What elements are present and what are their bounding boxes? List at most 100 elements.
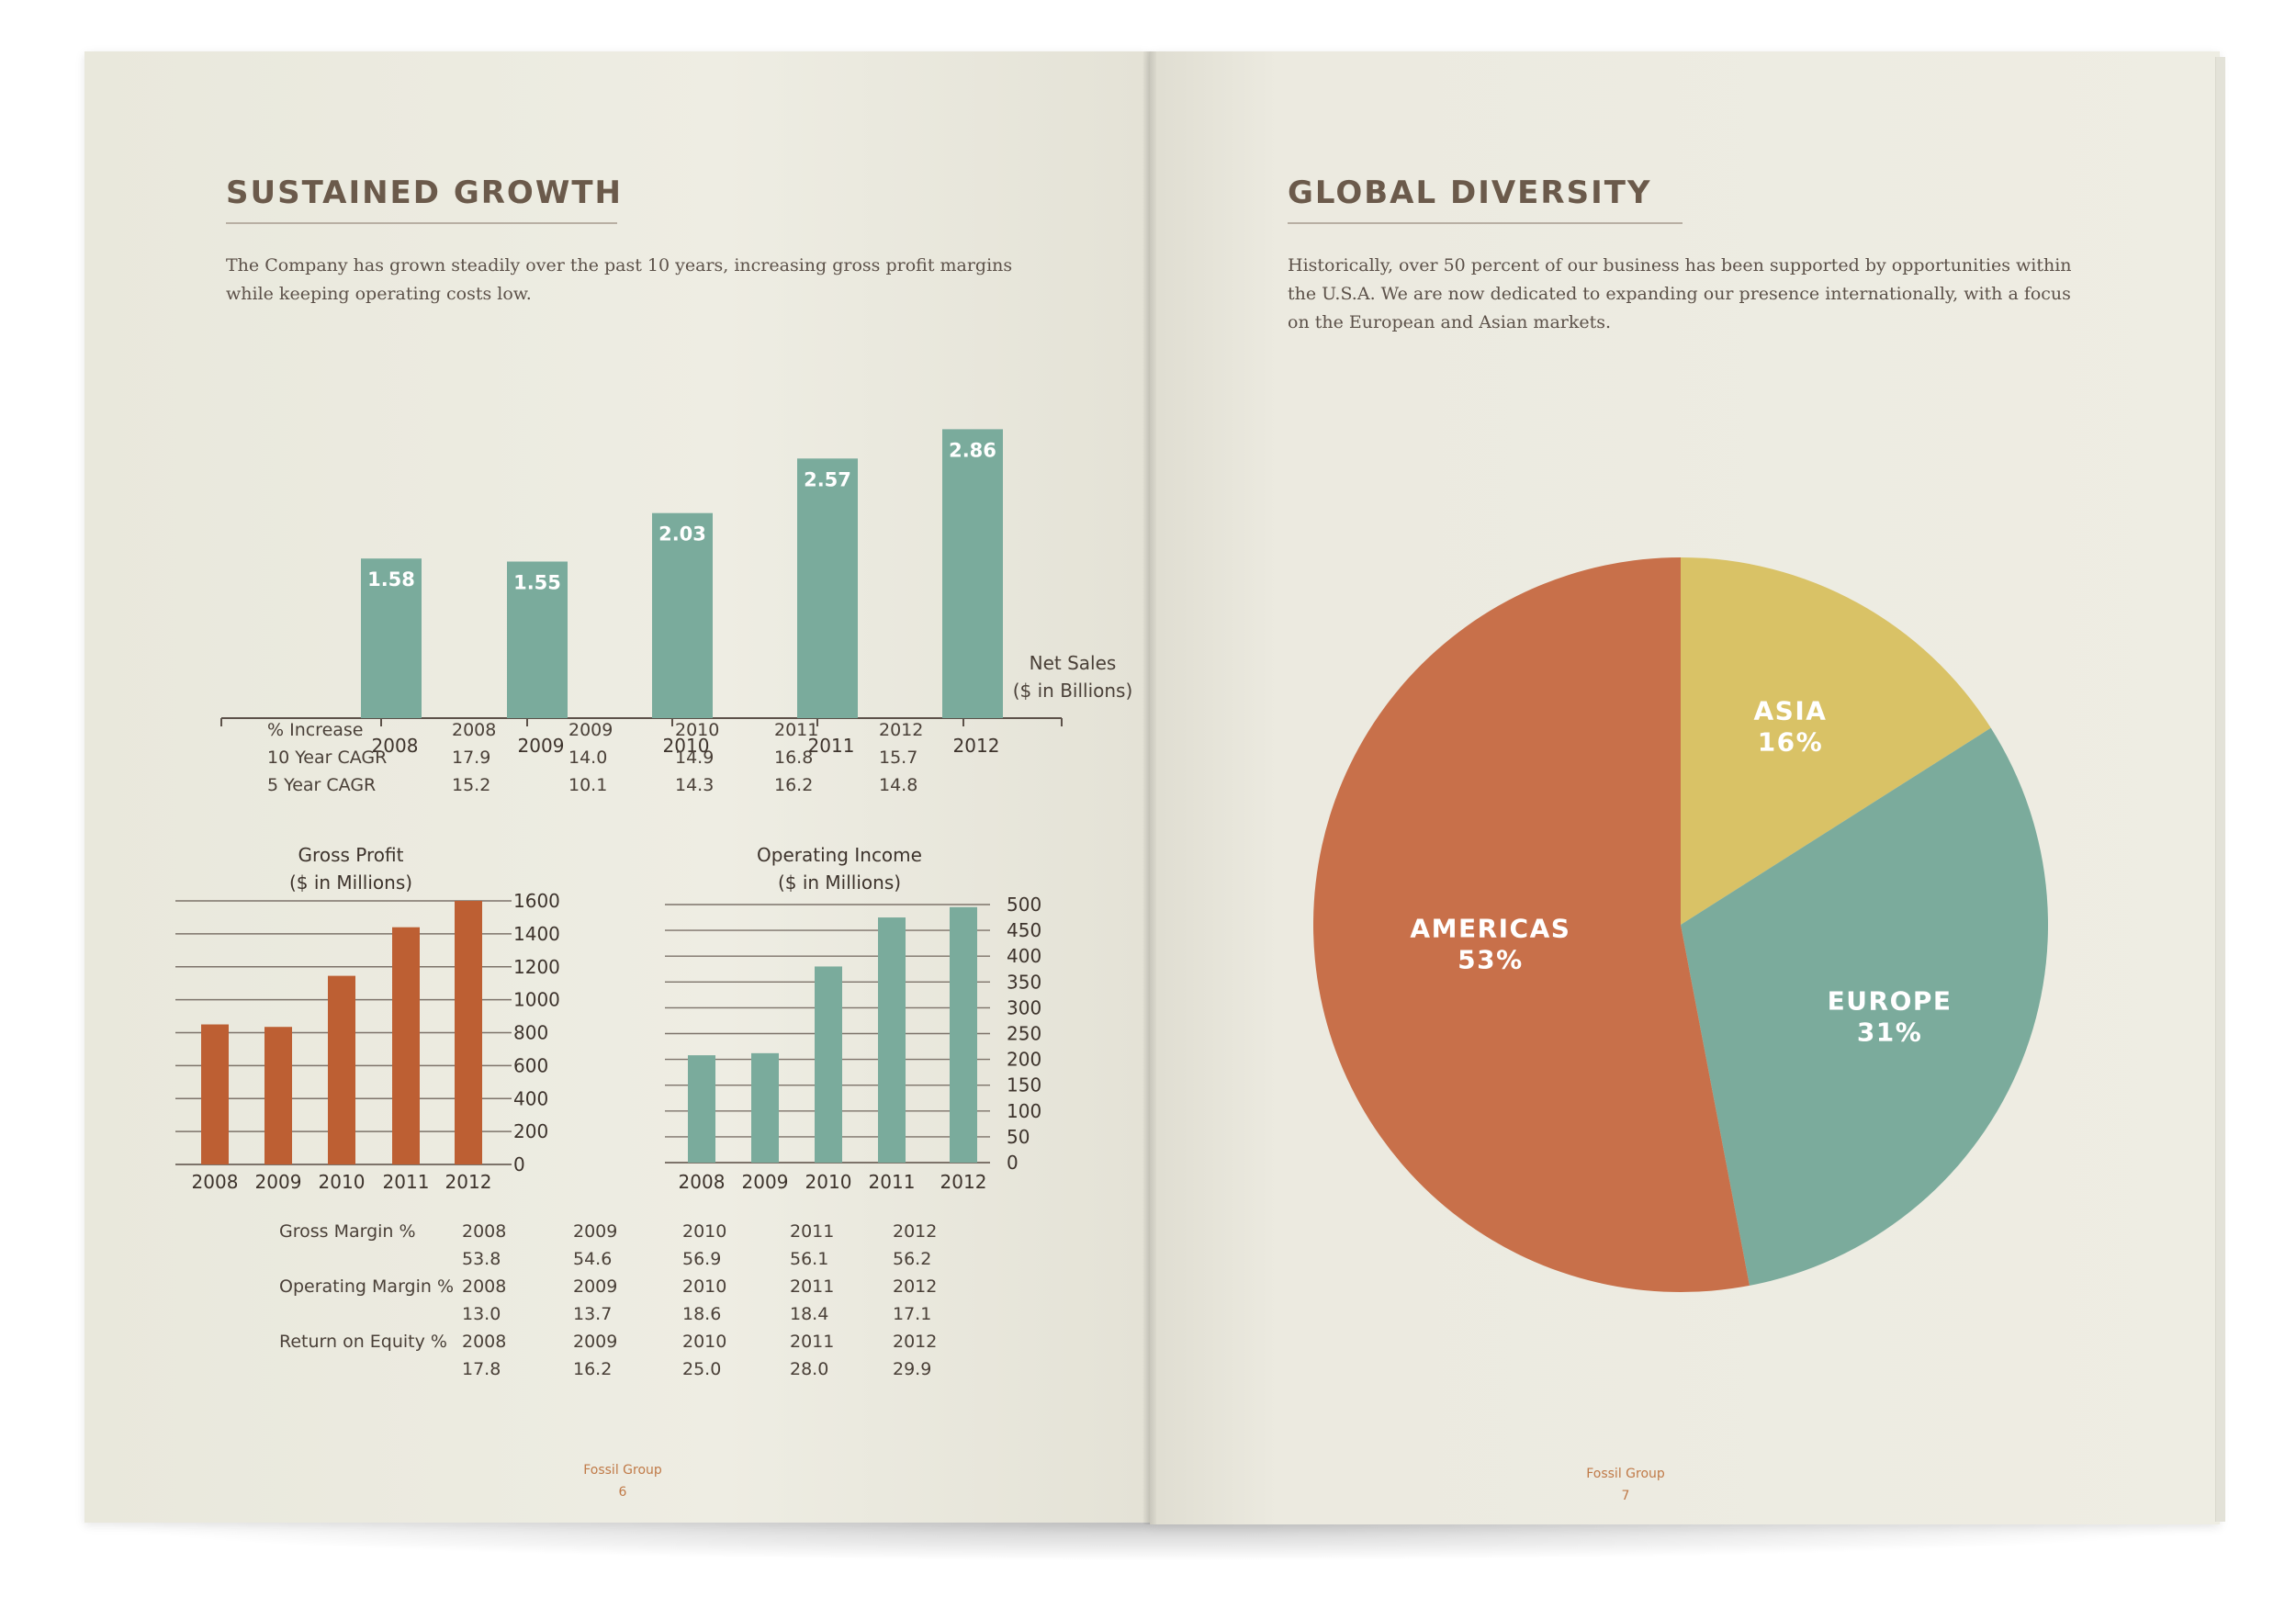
table-cell: 2011 <box>790 1276 835 1297</box>
intro-line: Historically, over 50 percent of our bus… <box>1288 255 2072 275</box>
table-cell: 16.8 <box>774 748 814 768</box>
table-cell: 10.1 <box>568 775 608 795</box>
table-row-label: Gross Margin % <box>279 1221 416 1242</box>
y-tick-label: 800 <box>513 1022 548 1044</box>
net-sales-bar <box>942 429 1003 718</box>
y-tick-label: 450 <box>1007 919 1041 941</box>
table-cell: 15.2 <box>452 775 491 795</box>
intro-line: The Company has grown steadily over the … <box>226 255 1013 275</box>
table-cell: 25.0 <box>682 1359 722 1379</box>
y-tick-label: 200 <box>1007 1049 1041 1071</box>
page-number: 6 <box>618 1485 627 1500</box>
y-tick-label: 100 <box>1007 1100 1041 1122</box>
category-label: 2009 <box>742 1171 789 1193</box>
category-label: 2008 <box>192 1171 239 1193</box>
table-cell: 2012 <box>893 1276 938 1297</box>
operating-income-bar <box>688 1055 715 1163</box>
table-cell: 17.1 <box>893 1304 932 1324</box>
table-cell: 15.7 <box>879 748 918 768</box>
net-sales-bar <box>361 558 422 718</box>
page-edge <box>2215 57 2225 1522</box>
table-cell: 2012 <box>893 1221 938 1242</box>
table-row-label: Operating Margin % <box>279 1276 455 1297</box>
y-tick-label: 1000 <box>513 989 560 1011</box>
table-cell: 17.8 <box>462 1359 501 1379</box>
table-row-label: Return on Equity % <box>279 1332 447 1352</box>
bar-value-label: 2.03 <box>658 523 706 545</box>
intro-text: Historically, over 50 percent of our bus… <box>1288 252 2072 337</box>
book-spine <box>1143 51 1156 1524</box>
net-sales-bar <box>652 512 713 718</box>
table-cell: 14.8 <box>879 775 918 795</box>
small-charts: Gross Profit ($ in Millions) 0 200 400 600 800… <box>175 844 1041 1193</box>
table-cell: 13.0 <box>462 1304 501 1324</box>
pie-slice-value: 31% <box>1857 1017 1923 1047</box>
y-tick-label: 200 <box>513 1120 548 1142</box>
y-tick-label: 600 <box>513 1054 548 1076</box>
gross-profit-bar <box>201 1024 229 1164</box>
table-header-label: % Increase <box>267 720 364 740</box>
table-cell: 2008 <box>462 1221 507 1242</box>
pie-slice-label: ASIA <box>1754 696 1828 726</box>
page-number: 7 <box>1621 1489 1630 1503</box>
category-label: 2012 <box>940 1171 987 1193</box>
intro-line: the U.S.A. We are now dedicated to expan… <box>1288 284 2071 304</box>
table-cell: 29.9 <box>893 1359 932 1379</box>
pie-slice <box>1681 557 1991 925</box>
chart-title: Operating Income <box>757 844 922 866</box>
table-cell: 56.9 <box>682 1249 722 1269</box>
net-sales-bar <box>507 561 568 718</box>
category-label: 2008 <box>679 1171 726 1193</box>
bar-value-label: 1.55 <box>513 572 561 594</box>
table-cell: 2010 <box>682 1276 727 1297</box>
pie-slice-label: AMERICAS <box>1410 914 1570 944</box>
table-cell: 16.2 <box>573 1359 613 1379</box>
table-cell: 2010 <box>682 1332 727 1352</box>
category-label: 2009 <box>255 1171 302 1193</box>
category-label: 2011 <box>808 735 855 757</box>
page-heading: GLOBAL DIVERSITY <box>1288 174 1652 211</box>
footer-brand: Fossil Group <box>1586 1467 1665 1481</box>
y-tick-label: 1400 <box>513 923 560 945</box>
category-label: 2010 <box>319 1171 366 1193</box>
table-cell: 28.0 <box>790 1359 829 1379</box>
table-cell: 17.9 <box>452 748 491 768</box>
bar-value-label: 1.58 <box>367 568 415 590</box>
table-header-year: 2010 <box>675 720 720 740</box>
pie-slice-value: 53% <box>1458 945 1524 975</box>
y-tick-label: 400 <box>513 1087 548 1109</box>
table-cell: 14.0 <box>568 748 608 768</box>
category-label: 2012 <box>953 735 1000 757</box>
bar-value-label: 2.86 <box>949 439 996 461</box>
chart-subtitle: ($ in Billions) <box>1013 680 1133 702</box>
pie-slice <box>1681 727 2048 1286</box>
heading-rule <box>1288 222 1683 224</box>
table-cell: 2009 <box>573 1332 618 1352</box>
table-cell: 2011 <box>790 1221 835 1242</box>
net-sales-bar <box>797 458 858 718</box>
y-tick-label: 400 <box>1007 945 1041 967</box>
page-heading: SUSTAINED GROWTH <box>226 174 623 211</box>
chart-title: Net Sales <box>1030 652 1117 674</box>
table-cell: 14.9 <box>675 748 715 768</box>
table-cell: 56.1 <box>790 1249 829 1269</box>
category-label: 2011 <box>383 1171 430 1193</box>
y-tick-label: 250 <box>1007 1023 1041 1045</box>
intro-line: while keeping operating costs low. <box>226 284 532 304</box>
chart-subtitle: ($ in Millions) <box>778 871 901 894</box>
table-cell: 18.4 <box>790 1304 829 1324</box>
table-cell: 2009 <box>573 1276 618 1297</box>
gross-profit-bar <box>264 1027 292 1164</box>
y-tick-label: 300 <box>1007 996 1041 1018</box>
page-footer: Fossil Group 7 <box>1534 1463 1717 1507</box>
table-cell: 18.6 <box>682 1304 722 1324</box>
page-footer: Fossil Group 6 <box>531 1459 715 1503</box>
category-label: 2009 <box>518 735 565 757</box>
table-header-year: 2008 <box>452 720 497 740</box>
y-tick-label: 1200 <box>513 956 560 978</box>
heading-rule <box>226 222 617 224</box>
chart-subtitle: ($ in Millions) <box>289 871 412 894</box>
operating-income-bar <box>878 917 906 1163</box>
y-tick-label: 1600 <box>513 890 560 912</box>
